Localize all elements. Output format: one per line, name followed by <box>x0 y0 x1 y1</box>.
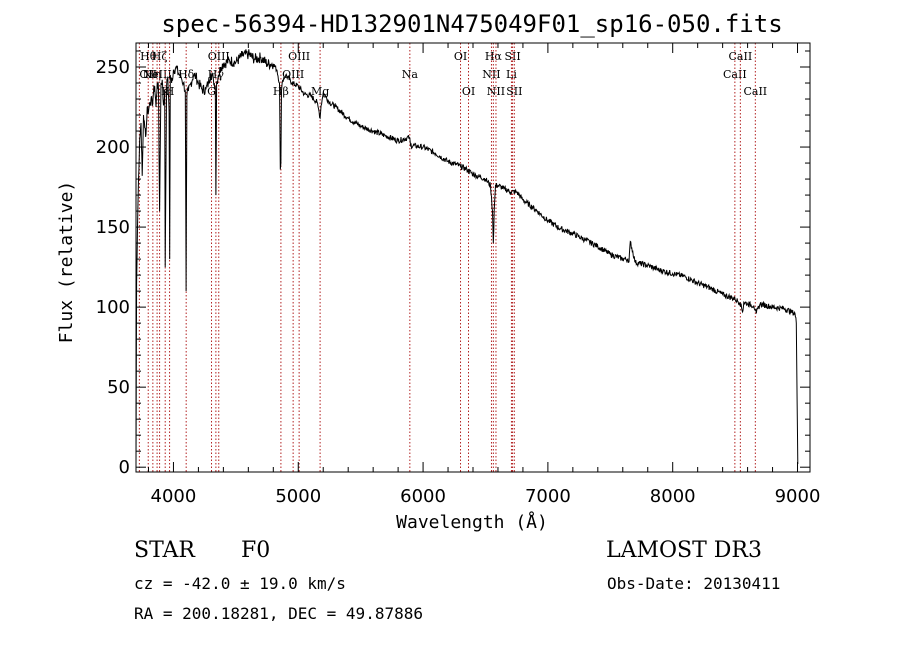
redshift-cz: cz = -42.0 ± 19.0 km/s <box>134 574 346 593</box>
line-marker-label: Hθ <box>140 50 157 63</box>
line-marker-label: NII <box>482 68 500 81</box>
line-marker-label: NeIII <box>143 68 172 81</box>
x-tick-label: 9000 <box>775 486 821 507</box>
line-marker-label: Li <box>506 68 517 81</box>
survey-name: LAMOST DR3 <box>606 538 762 563</box>
line-marker-label: OI <box>454 50 467 63</box>
line-marker-label: H <box>165 85 175 98</box>
y-tick-label: 0 <box>119 457 130 478</box>
chart-title: spec-56394-HD132901N475049F01_sp16-050.f… <box>161 10 782 38</box>
line-marker-label: Na <box>402 68 419 81</box>
line-marker-label: CaII <box>723 68 747 81</box>
spectrum-series <box>135 49 799 465</box>
line-markers: OIIHθHηNeIIIHζKHHδGHγOIIIHβOIIIOIIIMgNaO… <box>138 43 767 472</box>
x-axis-label: Wavelength (Å) <box>396 511 548 533</box>
line-marker-label: CaII <box>743 85 767 98</box>
plot-frame <box>135 42 811 473</box>
y-tick-label: 200 <box>96 137 130 158</box>
spectral-subclass: F0 <box>241 538 271 563</box>
line-marker-label: Hδ <box>178 68 195 81</box>
y-tick-label: 100 <box>96 297 130 318</box>
line-marker-label: OI <box>462 85 475 98</box>
line-marker-label: OIII <box>282 68 304 81</box>
line-marker-label: Hζ <box>152 50 168 63</box>
axis-ticks: 4000 5000 6000 7000 8000 9000 0 50 100 150 200 250 <box>96 43 821 507</box>
line-marker-label: K <box>161 85 170 98</box>
x-tick-label: 7000 <box>525 486 571 507</box>
y-tick-label: 50 <box>107 377 130 398</box>
line-marker-label: OIII <box>288 50 310 63</box>
obs-date: Obs-Date: 20130411 <box>607 574 781 593</box>
x-tick-label: 5000 <box>275 486 321 507</box>
line-marker-label: Hα <box>485 50 503 63</box>
object-class: STAR <box>134 538 195 563</box>
line-marker-label: NII <box>487 85 505 98</box>
x-tick-label: 4000 <box>151 486 197 507</box>
y-axis-label: Flux (relative) <box>56 181 77 344</box>
line-marker-label: Hβ <box>273 85 289 98</box>
line-marker-label: SII <box>504 50 520 63</box>
x-tick-label: 6000 <box>400 486 446 507</box>
y-tick-label: 150 <box>96 217 130 238</box>
spectrum-line <box>135 49 799 465</box>
x-tick-label: 8000 <box>650 486 696 507</box>
line-marker-label: G <box>207 85 216 98</box>
ra-dec: RA = 200.18281, DEC = 49.87886 <box>134 604 423 623</box>
line-marker-label: OIII <box>208 50 230 63</box>
y-tick-label: 250 <box>96 57 130 78</box>
line-marker-label: CaII <box>729 50 753 63</box>
line-marker-label: SII <box>506 85 522 98</box>
